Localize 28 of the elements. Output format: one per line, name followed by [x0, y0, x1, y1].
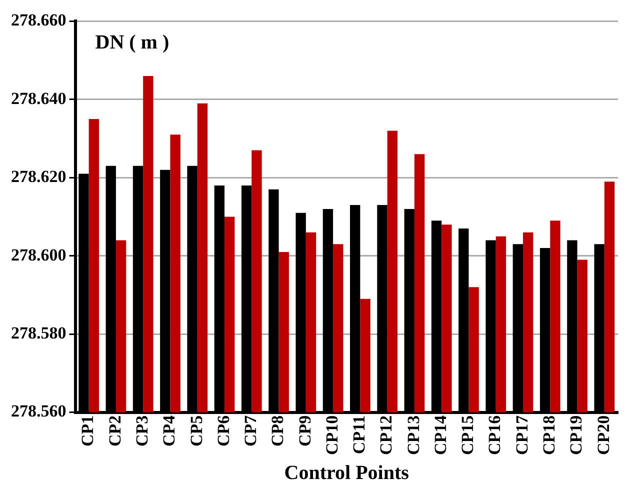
x-tick-label: CP13	[404, 415, 423, 456]
y-tick-label: 278.660	[11, 10, 66, 30]
y-tick-label: 278.560	[11, 402, 66, 421]
x-tick-label: CP18	[540, 415, 559, 456]
x-tick-label: CP19	[566, 415, 586, 456]
x-tick-label: CP15	[458, 415, 478, 456]
y-tick-label: 278.580	[11, 324, 66, 342]
x-tick-label: CP8	[268, 415, 288, 447]
x-tick-label: CP5	[186, 415, 206, 447]
y-tick-label: 278.640	[11, 88, 66, 108]
y-tick-label: 278.620	[11, 167, 66, 186]
y-axis-title: DN ( m )	[95, 31, 170, 54]
x-tick-label: CP9	[295, 415, 314, 447]
x-tick-label: CP11	[350, 415, 369, 454]
x-tick-label: CP4	[160, 414, 179, 447]
x-tick-label: CP2	[105, 415, 124, 447]
x-axis-title: Control Points	[284, 462, 410, 484]
x-tick-label: CP17	[512, 414, 532, 456]
y-tick-label: 278.600	[11, 245, 66, 264]
x-tick-label: CP20	[594, 415, 613, 456]
x-tick-label: CP14	[430, 414, 450, 456]
x-tick-label: CP7	[241, 414, 260, 447]
x-tick-label: CP3	[132, 415, 152, 447]
x-tick-label: CP12	[376, 415, 396, 456]
x-tick-label: CP6	[214, 415, 233, 447]
x-tick-label: CP1	[78, 415, 98, 447]
x-tick-label: CP10	[322, 415, 342, 456]
x-tick-label: CP16	[485, 415, 504, 456]
